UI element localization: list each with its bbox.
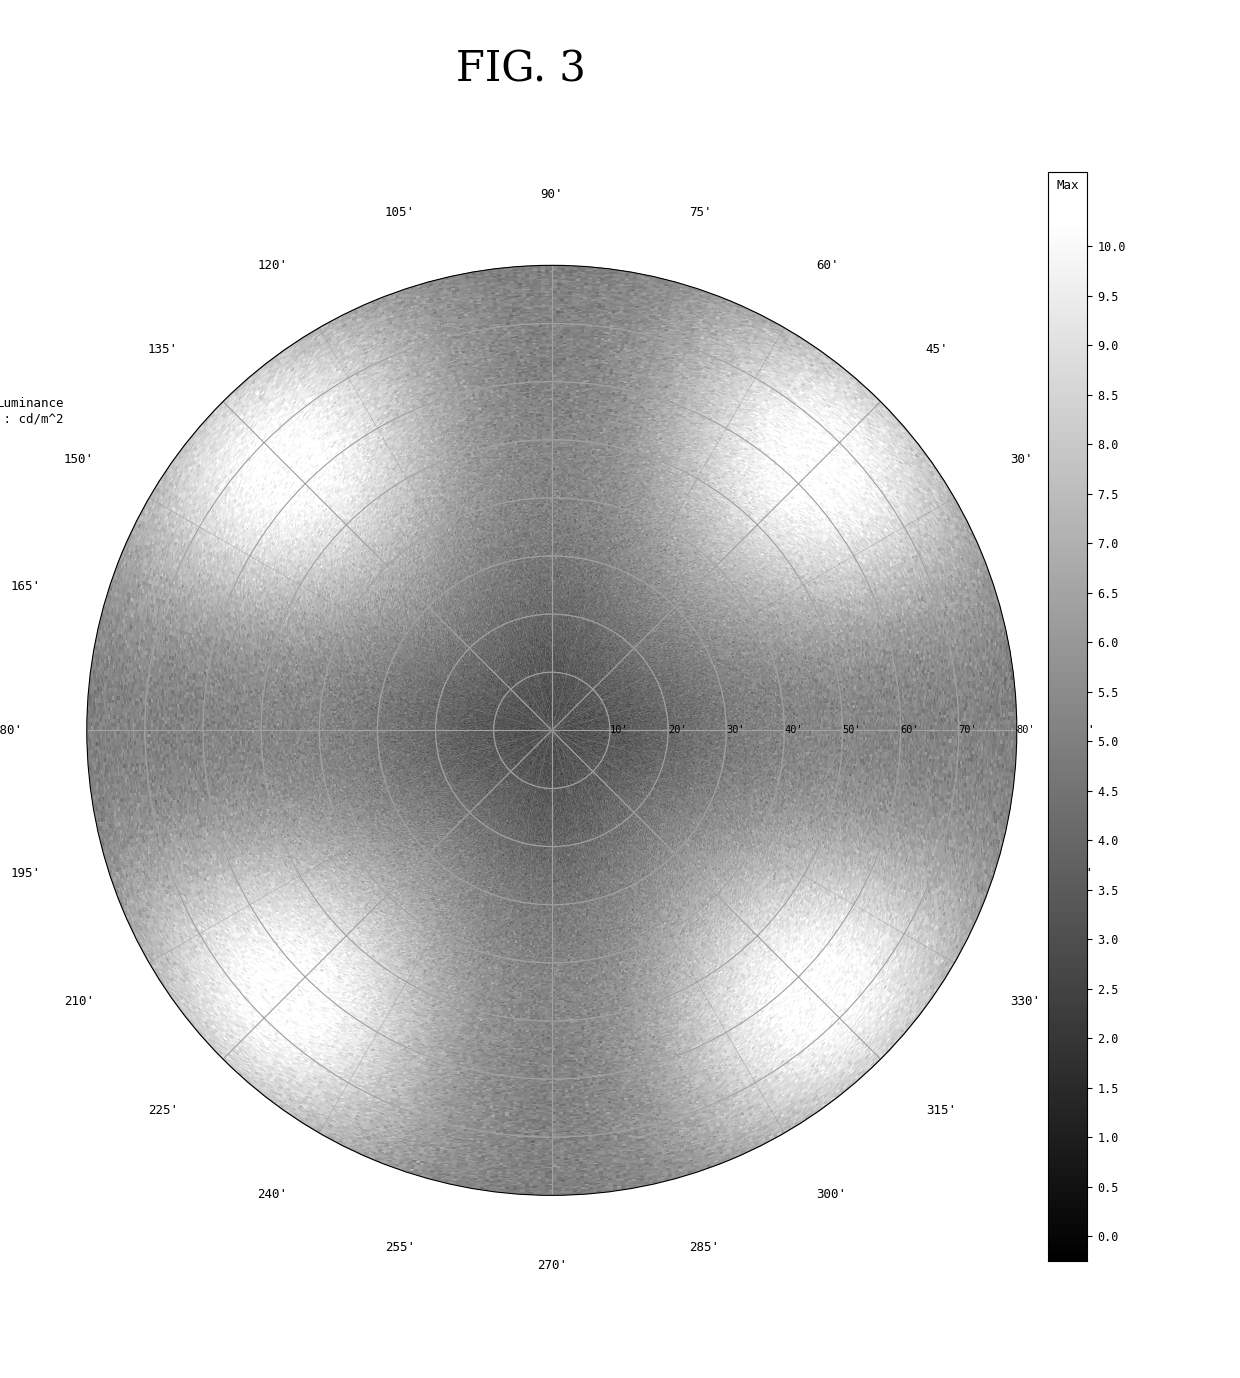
Text: 50': 50'	[842, 725, 861, 736]
Text: 60': 60'	[816, 259, 838, 273]
Text: 10': 10'	[610, 725, 629, 736]
Text: 80': 80'	[1017, 725, 1035, 736]
Text: 30': 30'	[727, 725, 745, 736]
Text: FIG. 3: FIG. 3	[456, 48, 585, 90]
Text: 40': 40'	[784, 725, 804, 736]
Text: 270': 270'	[537, 1259, 567, 1272]
Text: 345': 345'	[1063, 867, 1092, 881]
Text: 330': 330'	[1009, 995, 1040, 1007]
Text: 255': 255'	[384, 1242, 415, 1254]
Text: 315': 315'	[926, 1104, 956, 1118]
Text: 0': 0'	[1081, 723, 1096, 737]
Text: 150': 150'	[63, 453, 94, 466]
Text: 75': 75'	[688, 207, 712, 219]
Text: Max: Max	[1056, 179, 1079, 192]
Text: 165': 165'	[11, 580, 41, 594]
Text: 105': 105'	[384, 207, 415, 219]
Text: 30': 30'	[1009, 453, 1033, 466]
Text: 180': 180'	[0, 723, 22, 737]
Text: 225': 225'	[148, 1104, 177, 1118]
Text: Luminance
Unit : cd/m^2: Luminance Unit : cd/m^2	[0, 397, 63, 426]
Text: 300': 300'	[816, 1188, 846, 1202]
Text: 60': 60'	[900, 725, 919, 736]
Text: 285': 285'	[688, 1242, 719, 1254]
Text: 45': 45'	[926, 343, 949, 357]
Text: 195': 195'	[11, 867, 41, 881]
Text: 15': 15'	[1063, 580, 1085, 594]
Text: 135': 135'	[148, 343, 177, 357]
Text: 70': 70'	[959, 725, 977, 736]
Text: 90': 90'	[541, 189, 563, 201]
Text: 20': 20'	[668, 725, 687, 736]
Text: 120': 120'	[258, 259, 288, 273]
Text: 240': 240'	[258, 1188, 288, 1202]
Text: 210': 210'	[63, 995, 94, 1007]
